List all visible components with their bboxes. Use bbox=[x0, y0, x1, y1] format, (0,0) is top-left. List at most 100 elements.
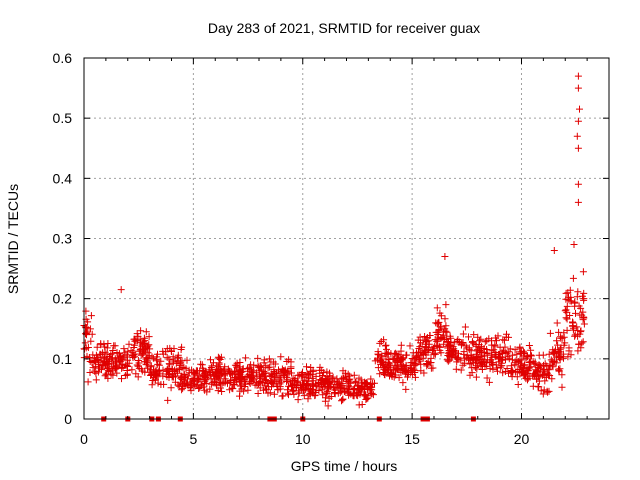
data-point bbox=[263, 377, 271, 384]
data-point bbox=[360, 391, 368, 399]
data-point bbox=[524, 376, 531, 384]
data-point bbox=[563, 315, 571, 323]
data-point bbox=[574, 288, 582, 296]
data-point bbox=[142, 361, 150, 369]
data-point bbox=[351, 378, 359, 386]
data-point bbox=[281, 372, 289, 380]
data-point bbox=[461, 323, 469, 331]
data-point bbox=[283, 358, 291, 365]
data-point bbox=[406, 342, 414, 350]
y-tick-label: 0 bbox=[64, 411, 72, 427]
data-point bbox=[416, 333, 424, 341]
data-point bbox=[142, 328, 150, 336]
data-point bbox=[164, 396, 172, 404]
data-point bbox=[373, 356, 381, 364]
data-point bbox=[315, 387, 323, 395]
data-point bbox=[453, 337, 461, 345]
data-point bbox=[571, 331, 579, 339]
data-point bbox=[540, 386, 548, 394]
data-point bbox=[203, 388, 211, 396]
data-point bbox=[233, 375, 241, 383]
data-point bbox=[339, 374, 347, 382]
data-point bbox=[226, 379, 234, 387]
y-tick-label: 0.1 bbox=[53, 351, 73, 367]
data-point bbox=[535, 351, 543, 359]
data-point bbox=[304, 377, 312, 385]
data-point bbox=[420, 369, 428, 377]
data-point bbox=[123, 353, 131, 361]
data-point bbox=[561, 307, 569, 315]
data-point bbox=[294, 378, 302, 386]
data-point bbox=[302, 373, 310, 381]
data-point bbox=[488, 341, 496, 349]
data-point bbox=[431, 350, 439, 358]
data-point bbox=[316, 363, 324, 371]
data-point bbox=[323, 387, 331, 395]
data-point bbox=[250, 376, 258, 384]
data-point bbox=[335, 379, 343, 387]
data-point bbox=[546, 329, 554, 337]
data-point bbox=[189, 382, 197, 390]
data-point bbox=[466, 359, 474, 367]
data-point bbox=[469, 355, 477, 363]
data-point bbox=[149, 354, 157, 362]
data-point bbox=[442, 301, 450, 309]
data-point bbox=[171, 378, 179, 386]
data-point bbox=[128, 366, 136, 374]
data-point bbox=[374, 348, 382, 356]
data-point bbox=[579, 316, 587, 324]
data-point bbox=[123, 367, 131, 374]
data-point bbox=[289, 374, 297, 382]
data-point bbox=[381, 364, 389, 372]
data-point bbox=[407, 369, 415, 376]
data-point bbox=[392, 371, 400, 379]
data-point bbox=[501, 343, 509, 351]
data-point bbox=[402, 385, 410, 393]
data-point bbox=[273, 382, 281, 390]
data-point bbox=[145, 341, 153, 349]
data-point bbox=[545, 365, 553, 373]
data-point bbox=[141, 348, 149, 356]
data-point bbox=[276, 385, 284, 393]
data-point bbox=[435, 318, 443, 326]
data-point bbox=[514, 381, 522, 388]
data-point bbox=[522, 354, 530, 362]
data-point bbox=[164, 367, 172, 375]
data-point bbox=[387, 370, 395, 378]
data-point bbox=[270, 372, 278, 380]
data-point bbox=[501, 336, 508, 344]
data-point bbox=[147, 366, 154, 374]
data-point bbox=[130, 341, 138, 349]
data-point bbox=[250, 361, 258, 369]
data-point bbox=[532, 366, 540, 374]
x-tick-label: 5 bbox=[189, 431, 197, 447]
data-point bbox=[560, 354, 567, 362]
data-point bbox=[393, 361, 401, 369]
data-point bbox=[309, 370, 317, 378]
data-point bbox=[218, 388, 226, 395]
data-point bbox=[563, 302, 571, 310]
data-point bbox=[218, 370, 226, 378]
data-point bbox=[421, 333, 429, 340]
data-point-outlier bbox=[117, 286, 125, 294]
data-point bbox=[282, 368, 290, 376]
data-point bbox=[327, 393, 335, 400]
data-point bbox=[265, 355, 273, 363]
data-point bbox=[333, 375, 341, 383]
data-point bbox=[567, 293, 575, 301]
data-point bbox=[127, 347, 135, 355]
data-point bbox=[362, 396, 370, 403]
data-point bbox=[194, 367, 201, 375]
data-point-outlier bbox=[441, 253, 449, 260]
data-point bbox=[578, 339, 586, 347]
data-point bbox=[344, 378, 352, 386]
data-point bbox=[211, 368, 219, 376]
data-point bbox=[270, 390, 278, 398]
data-point bbox=[185, 366, 193, 374]
data-point bbox=[430, 349, 438, 357]
data-point bbox=[397, 347, 405, 355]
data-point bbox=[563, 326, 571, 334]
data-point bbox=[266, 363, 274, 371]
data-point bbox=[86, 369, 94, 376]
